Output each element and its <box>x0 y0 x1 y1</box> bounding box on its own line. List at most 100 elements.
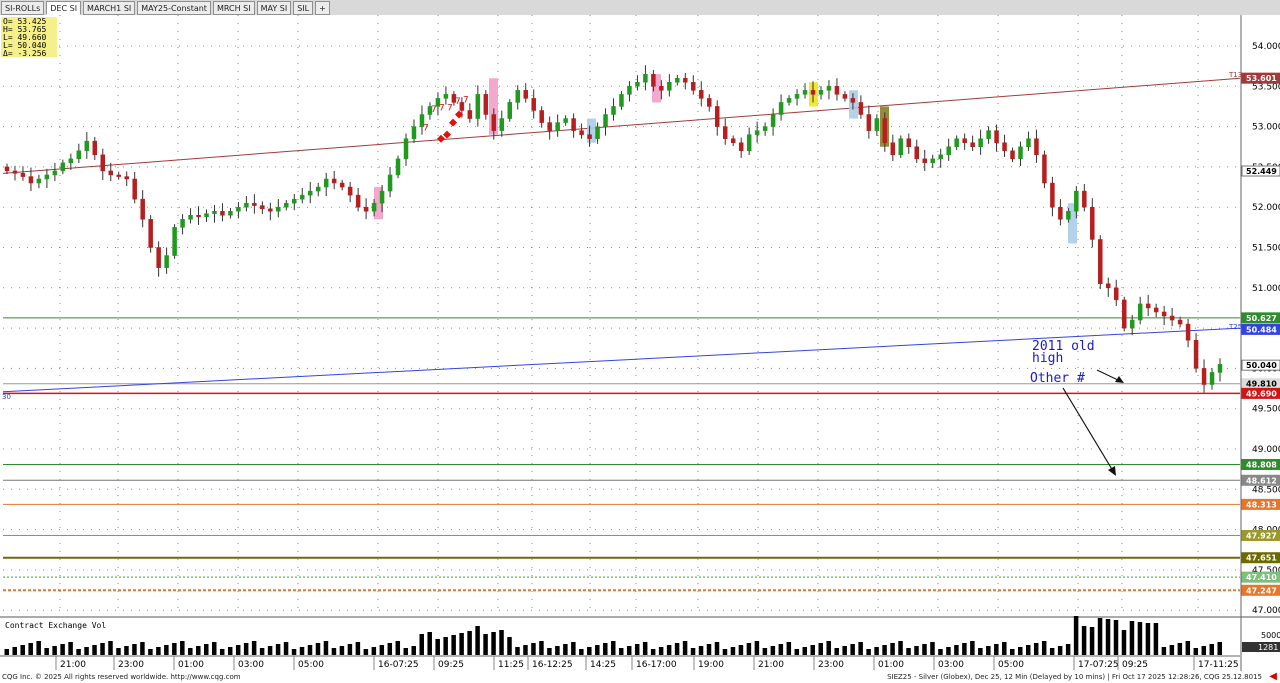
candle <box>714 100 720 136</box>
candle-body <box>954 138 959 148</box>
candle <box>1217 358 1223 382</box>
candle <box>683 73 688 90</box>
candle-body <box>379 190 385 204</box>
candle-body <box>714 106 720 127</box>
volume-bar <box>611 641 616 655</box>
candle-body <box>675 77 680 83</box>
volume-bar <box>650 649 656 655</box>
candle <box>1209 368 1215 390</box>
volume-bar <box>563 644 568 655</box>
tab-sil[interactable]: SIL <box>293 1 314 15</box>
candle-body <box>92 140 98 156</box>
candle <box>315 182 321 197</box>
price-marker-box <box>1241 323 1280 335</box>
candle-body <box>1082 190 1087 208</box>
candle <box>395 155 401 179</box>
volume-bar <box>658 647 664 655</box>
time-tick-label: 01:00 <box>178 660 204 670</box>
volume-bar <box>626 646 632 655</box>
time-tick-label: 03:00 <box>238 660 264 670</box>
candle <box>738 137 744 158</box>
volume-bar <box>411 646 416 655</box>
time-tick-label: 16-07:25 <box>378 660 419 670</box>
volume-bar <box>164 645 169 655</box>
price-tick-label: 49.500 <box>1252 405 1280 415</box>
volume-bar <box>204 644 209 655</box>
blue-trendline <box>2 327 1241 393</box>
candle <box>116 171 121 180</box>
volume-bar <box>275 644 281 655</box>
time-tick-label: 09:25 <box>438 660 464 670</box>
candle <box>140 190 145 228</box>
candle <box>212 205 217 223</box>
candle-body <box>204 213 209 218</box>
candle-body <box>220 210 225 216</box>
tab-may25-constant[interactable]: MAY25-Constant <box>137 1 211 15</box>
candle-body <box>276 206 281 212</box>
candle-body <box>116 174 121 177</box>
volume-bar <box>1002 642 1007 655</box>
candle <box>722 118 728 145</box>
candle <box>68 153 74 170</box>
volume-bar <box>1113 620 1119 655</box>
candle-body <box>707 98 712 107</box>
candle <box>515 85 520 110</box>
volume-bar <box>331 648 337 655</box>
candle <box>659 80 664 100</box>
volume-bar <box>467 631 472 655</box>
candle <box>244 196 249 212</box>
candle-body <box>547 122 552 131</box>
candle <box>842 91 848 102</box>
candle <box>1106 277 1111 297</box>
volume-bar <box>698 646 704 655</box>
candle <box>1185 318 1191 348</box>
candle <box>371 198 377 217</box>
candle <box>1177 316 1183 328</box>
volume-bar <box>1209 644 1215 655</box>
volume-bar <box>100 643 105 655</box>
td-count-marker: 7 <box>439 103 445 113</box>
highlight-box <box>652 74 661 103</box>
volume-bar <box>1145 623 1151 655</box>
candle-body <box>363 206 369 212</box>
candle <box>268 202 273 221</box>
candle-body <box>754 130 760 135</box>
candle <box>810 81 816 103</box>
volume-bar <box>20 645 25 655</box>
volume-bar <box>483 634 488 655</box>
volume-bar <box>427 632 432 655</box>
time-tick-label: 16-17:00 <box>636 660 677 670</box>
candle <box>100 148 106 180</box>
candle-body <box>1098 239 1103 285</box>
candle <box>36 174 42 189</box>
price-marker-label: 50.040 <box>1246 361 1277 370</box>
tab-si-rolls[interactable]: SI-ROLLs <box>1 1 45 15</box>
candle <box>1042 150 1047 189</box>
candle-body <box>36 178 42 184</box>
tab-dec-si[interactable]: DEC SI <box>46 1 82 15</box>
add-tab-button[interactable]: + <box>315 1 330 15</box>
candle <box>84 132 90 159</box>
time-tick-label: 09:25 <box>1122 660 1148 670</box>
candle-body <box>1090 206 1095 240</box>
candle <box>28 167 34 192</box>
volume-bar <box>1017 647 1023 655</box>
candle <box>667 74 672 97</box>
diamond-marker <box>437 134 445 143</box>
tab-mrch-si[interactable]: MRCH SI <box>212 1 255 15</box>
volume-bar <box>946 647 951 655</box>
candle <box>595 122 600 144</box>
volume-bar <box>595 645 600 655</box>
volume-bar <box>587 647 592 655</box>
tab-march1-si[interactable]: MARCH1 SI <box>83 1 136 15</box>
candle-body <box>523 90 528 99</box>
candle <box>643 65 648 91</box>
scroll-left-arrow-icon[interactable]: ◀ <box>1269 671 1277 682</box>
tab-may-si[interactable]: MAY SI <box>256 1 292 15</box>
candle-body <box>323 178 329 188</box>
candle <box>587 125 592 147</box>
candle-body <box>1010 150 1015 160</box>
candle <box>20 166 26 181</box>
candle-body <box>28 176 34 184</box>
